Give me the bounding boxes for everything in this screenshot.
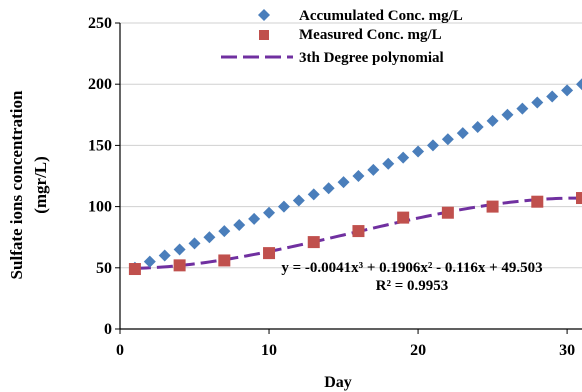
tick-label-y: 200 <box>88 76 112 93</box>
tick-label-y: 250 <box>88 15 112 32</box>
point-accumulated <box>323 182 335 194</box>
point-accumulated <box>576 78 582 90</box>
point-accumulated <box>501 109 513 121</box>
point-accumulated <box>516 103 528 115</box>
legend-item-accumulated: Accumulated Conc. mg/L <box>258 8 463 24</box>
series-accumulated <box>129 78 582 274</box>
point-measured <box>576 192 582 204</box>
tick-label-y: 150 <box>88 137 112 154</box>
point-accumulated <box>427 139 439 151</box>
tick-label-x: 10 <box>261 342 277 359</box>
point-accumulated <box>546 90 558 102</box>
point-accumulated <box>218 225 230 237</box>
point-accumulated <box>561 84 573 96</box>
legend-item-polynomial: 3th Degree polynomial <box>221 50 444 66</box>
tick-label-y: 0 <box>104 321 112 338</box>
legend-label-measured: Measured Conc. mg/L <box>299 27 442 43</box>
point-measured <box>442 207 454 219</box>
legend: Accumulated Conc. mg/L Measured Conc. mg… <box>221 8 463 66</box>
point-accumulated <box>263 207 275 219</box>
point-accumulated <box>174 243 186 255</box>
point-accumulated <box>367 164 379 176</box>
legend-label-accumulated: Accumulated Conc. mg/L <box>299 8 463 24</box>
point-accumulated <box>144 256 156 268</box>
tick-label-x: 0 <box>116 342 124 359</box>
point-measured <box>487 201 499 213</box>
y-axis-title-line2: (mgr/L) <box>31 156 50 214</box>
point-measured <box>218 254 230 266</box>
legend-marker-diamond <box>258 9 270 21</box>
point-accumulated <box>352 170 364 182</box>
point-accumulated <box>308 188 320 200</box>
tick-label-x: 20 <box>410 342 426 359</box>
point-accumulated <box>531 97 543 109</box>
point-measured <box>129 263 141 275</box>
point-measured <box>531 196 543 208</box>
tick-label-y: 50 <box>96 260 112 277</box>
point-accumulated <box>278 201 290 213</box>
legend-marker-square <box>259 30 269 40</box>
point-accumulated <box>189 237 201 249</box>
r-squared-label: R² = 0.9953 <box>376 278 449 294</box>
point-accumulated <box>382 158 394 170</box>
legend-label-polynomial: 3th Degree polynomial <box>299 50 444 66</box>
point-measured <box>397 212 409 224</box>
x-axis-title: Day <box>324 374 352 391</box>
point-measured <box>308 236 320 248</box>
legend-item-measured: Measured Conc. mg/L <box>259 27 442 43</box>
point-measured <box>174 259 186 271</box>
axes <box>115 23 582 334</box>
point-accumulated <box>159 250 171 262</box>
point-accumulated <box>397 152 409 164</box>
equation-label: y = -0.0041x³ + 0.1906x² - 0.116x + 49.5… <box>281 260 542 276</box>
tick-label-y: 100 <box>88 199 112 216</box>
y-axis-title-line1: Sulfate ions concentration <box>7 90 26 279</box>
point-accumulated <box>442 133 454 145</box>
point-accumulated <box>203 231 215 243</box>
point-accumulated <box>293 194 305 206</box>
tick-label-x: 30 <box>559 342 575 359</box>
point-measured <box>263 247 275 259</box>
point-measured <box>352 225 364 237</box>
point-accumulated <box>248 213 260 225</box>
point-accumulated <box>472 121 484 133</box>
point-accumulated <box>412 146 424 158</box>
point-accumulated <box>487 115 499 127</box>
point-accumulated <box>233 219 245 231</box>
point-accumulated <box>457 127 469 139</box>
point-accumulated <box>338 176 350 188</box>
